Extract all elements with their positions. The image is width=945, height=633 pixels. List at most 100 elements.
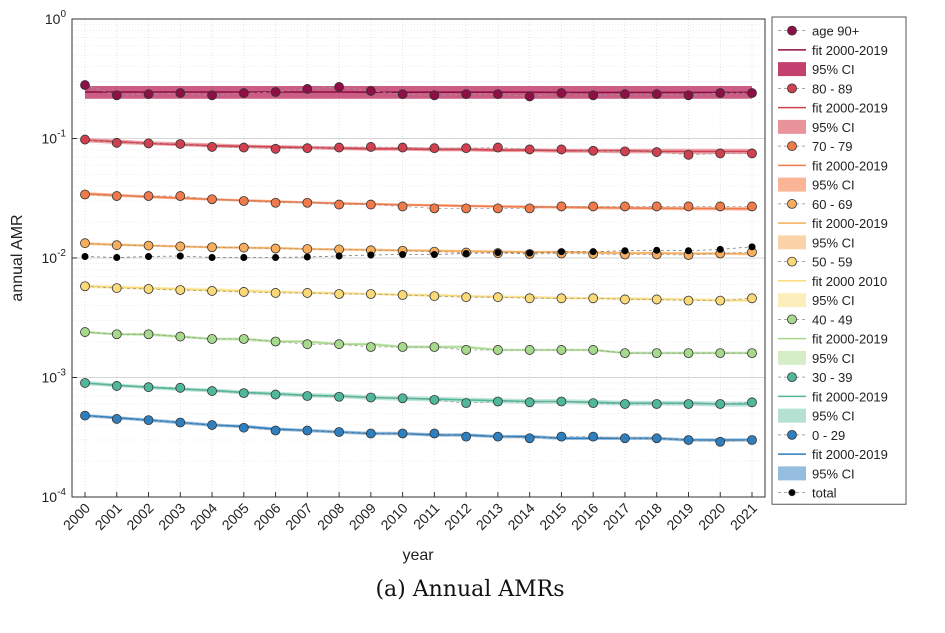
data-point	[365, 86, 376, 96]
data-point	[620, 348, 630, 359]
data-point	[683, 399, 694, 409]
data-point	[238, 287, 249, 297]
legend-label: fit 2000-2019	[812, 216, 888, 231]
data-point	[747, 435, 757, 445]
data-point	[365, 342, 376, 352]
data-point	[524, 203, 535, 214]
legend-label: fit 2000-2019	[812, 101, 888, 116]
data-point	[80, 189, 90, 200]
data-point	[80, 80, 90, 90]
y-axis-ticks: 10-4 10-3 10-2 10-1 100	[42, 9, 77, 505]
data-point	[111, 283, 122, 293]
data-point	[588, 90, 599, 101]
data-point	[715, 436, 726, 447]
legend-swatch-marker	[787, 83, 797, 94]
data-point	[524, 397, 535, 408]
data-point	[302, 391, 313, 401]
legend-label: total	[812, 486, 837, 501]
legend-label: 50 - 59	[812, 255, 852, 270]
data-point	[111, 137, 122, 148]
legend-label: 60 - 69	[812, 197, 852, 212]
data-point	[588, 145, 599, 156]
data-point	[365, 428, 376, 439]
total-point	[526, 249, 534, 257]
total-point	[240, 253, 248, 261]
data-point	[588, 201, 599, 212]
data-point	[143, 240, 154, 251]
data-point	[207, 334, 217, 344]
data-point	[715, 148, 726, 159]
fit-line-6	[84, 382, 752, 405]
data-point	[365, 289, 376, 299]
data-point	[651, 89, 662, 100]
legend-swatch-marker	[787, 429, 797, 440]
data-point	[334, 427, 344, 437]
legend-label: 80 - 89	[812, 81, 852, 96]
legend-label: fit 2000-2019	[812, 332, 888, 347]
y-axis-label: annual AMR	[9, 214, 26, 301]
total-point	[272, 253, 280, 261]
legend-label: 40 - 49	[812, 312, 852, 327]
total-point	[430, 250, 438, 258]
data-point	[397, 428, 408, 439]
data-point	[429, 342, 440, 352]
data-point	[270, 143, 281, 154]
data-point	[461, 143, 472, 154]
x-axis-label: year	[402, 547, 434, 564]
data-point	[683, 90, 694, 101]
data-point	[524, 293, 535, 304]
data-point	[461, 398, 472, 409]
data-point	[556, 345, 567, 355]
data-point	[111, 240, 122, 251]
data-point	[207, 420, 217, 430]
data-point	[461, 431, 472, 442]
data-point	[493, 203, 503, 214]
data-point	[651, 201, 662, 212]
data-point	[683, 295, 694, 306]
data-point	[493, 431, 503, 442]
data-point	[588, 431, 599, 442]
legend-label: age 90+	[812, 24, 859, 39]
fit-line-1	[84, 139, 752, 153]
y-tick-label: 10-1	[42, 129, 67, 147]
data-point	[143, 415, 154, 426]
data-point	[80, 281, 90, 292]
data-point	[143, 329, 154, 340]
data-point	[747, 88, 757, 98]
total-point	[716, 245, 724, 253]
data-point	[461, 345, 472, 355]
legend-label: 95% CI	[812, 293, 855, 308]
legend-label: 95% CI	[812, 409, 855, 424]
data-point	[556, 396, 567, 407]
data-point	[238, 196, 249, 206]
data-point	[111, 191, 122, 201]
legend-swatch-marker	[787, 314, 797, 325]
data-point	[524, 144, 535, 155]
data-point	[620, 294, 630, 305]
data-point	[524, 91, 535, 102]
data-point	[238, 388, 249, 399]
data-line-0	[84, 84, 752, 97]
data-point	[493, 292, 503, 303]
data-point	[80, 378, 90, 388]
data-point	[80, 410, 90, 421]
data-point	[461, 292, 472, 303]
total-point	[621, 247, 629, 255]
data-point	[747, 201, 757, 212]
data-point	[143, 138, 154, 149]
total-point	[684, 247, 692, 255]
data-point	[461, 203, 472, 214]
data-point	[461, 89, 472, 100]
legend-label: 95% CI	[812, 235, 855, 250]
data-point	[683, 348, 694, 359]
figure-caption: (a) Annual AMRs	[375, 577, 564, 602]
data-point	[175, 191, 186, 201]
data-point	[651, 399, 662, 409]
legend-label: fit 2000-2019	[812, 158, 888, 173]
data-point	[556, 88, 567, 98]
total-point	[335, 252, 343, 260]
data-point	[270, 288, 281, 298]
legend-label: fit 2000-2019	[812, 389, 888, 404]
data-point	[111, 381, 122, 391]
data-point	[715, 295, 726, 306]
